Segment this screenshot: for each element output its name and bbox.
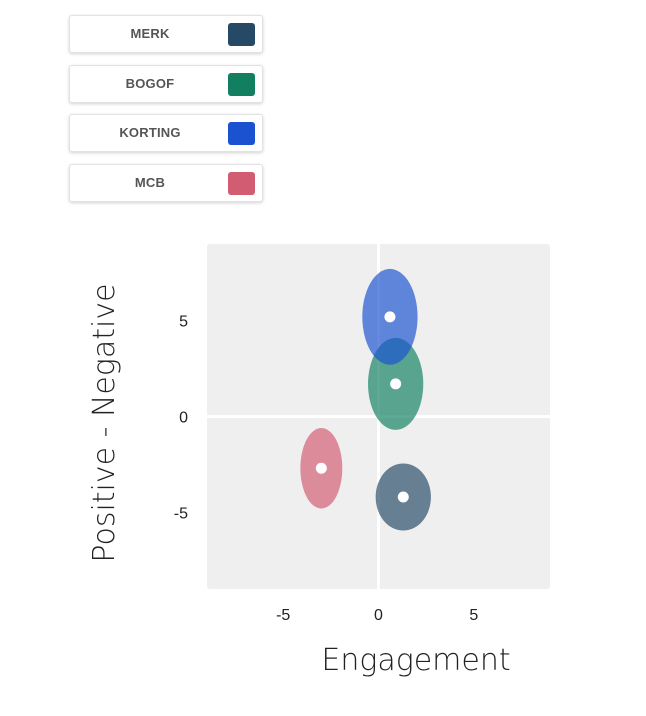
legend-swatch	[228, 72, 255, 96]
x-tick-label: 5	[469, 607, 478, 624]
legend-label: BOGOF	[125, 75, 175, 91]
x-tick-label: 0	[374, 607, 383, 624]
x-axis-title: Engagement	[321, 643, 510, 678]
point-merk	[397, 491, 409, 503]
legend: MERK BOGOF KORTING MCB	[69, 15, 263, 213]
y-tick-label: 5	[179, 314, 188, 331]
legend-item-mcb[interactable]: MCB	[69, 163, 263, 202]
legend-item-korting[interactable]: KORTING	[69, 114, 263, 152]
legend-swatch	[228, 171, 255, 195]
legend-item-bogof[interactable]: BOGOF	[69, 64, 263, 103]
y-axis-title: Positive - Negative	[87, 283, 122, 562]
legend-swatch	[228, 122, 255, 145]
point-mcb	[315, 462, 327, 474]
legend-label: KORTING	[119, 125, 181, 140]
legend-label: MCB	[134, 174, 166, 190]
legend-item-merk[interactable]: MERK	[69, 15, 263, 53]
point-bogof	[390, 378, 402, 390]
x-tick-label: -5	[276, 607, 290, 624]
y-tick-label: 0	[179, 410, 188, 427]
legend-swatch	[228, 23, 255, 46]
legend-label: MERK	[130, 26, 170, 41]
y-tick-label: -5	[174, 505, 188, 522]
point-korting	[384, 311, 396, 323]
